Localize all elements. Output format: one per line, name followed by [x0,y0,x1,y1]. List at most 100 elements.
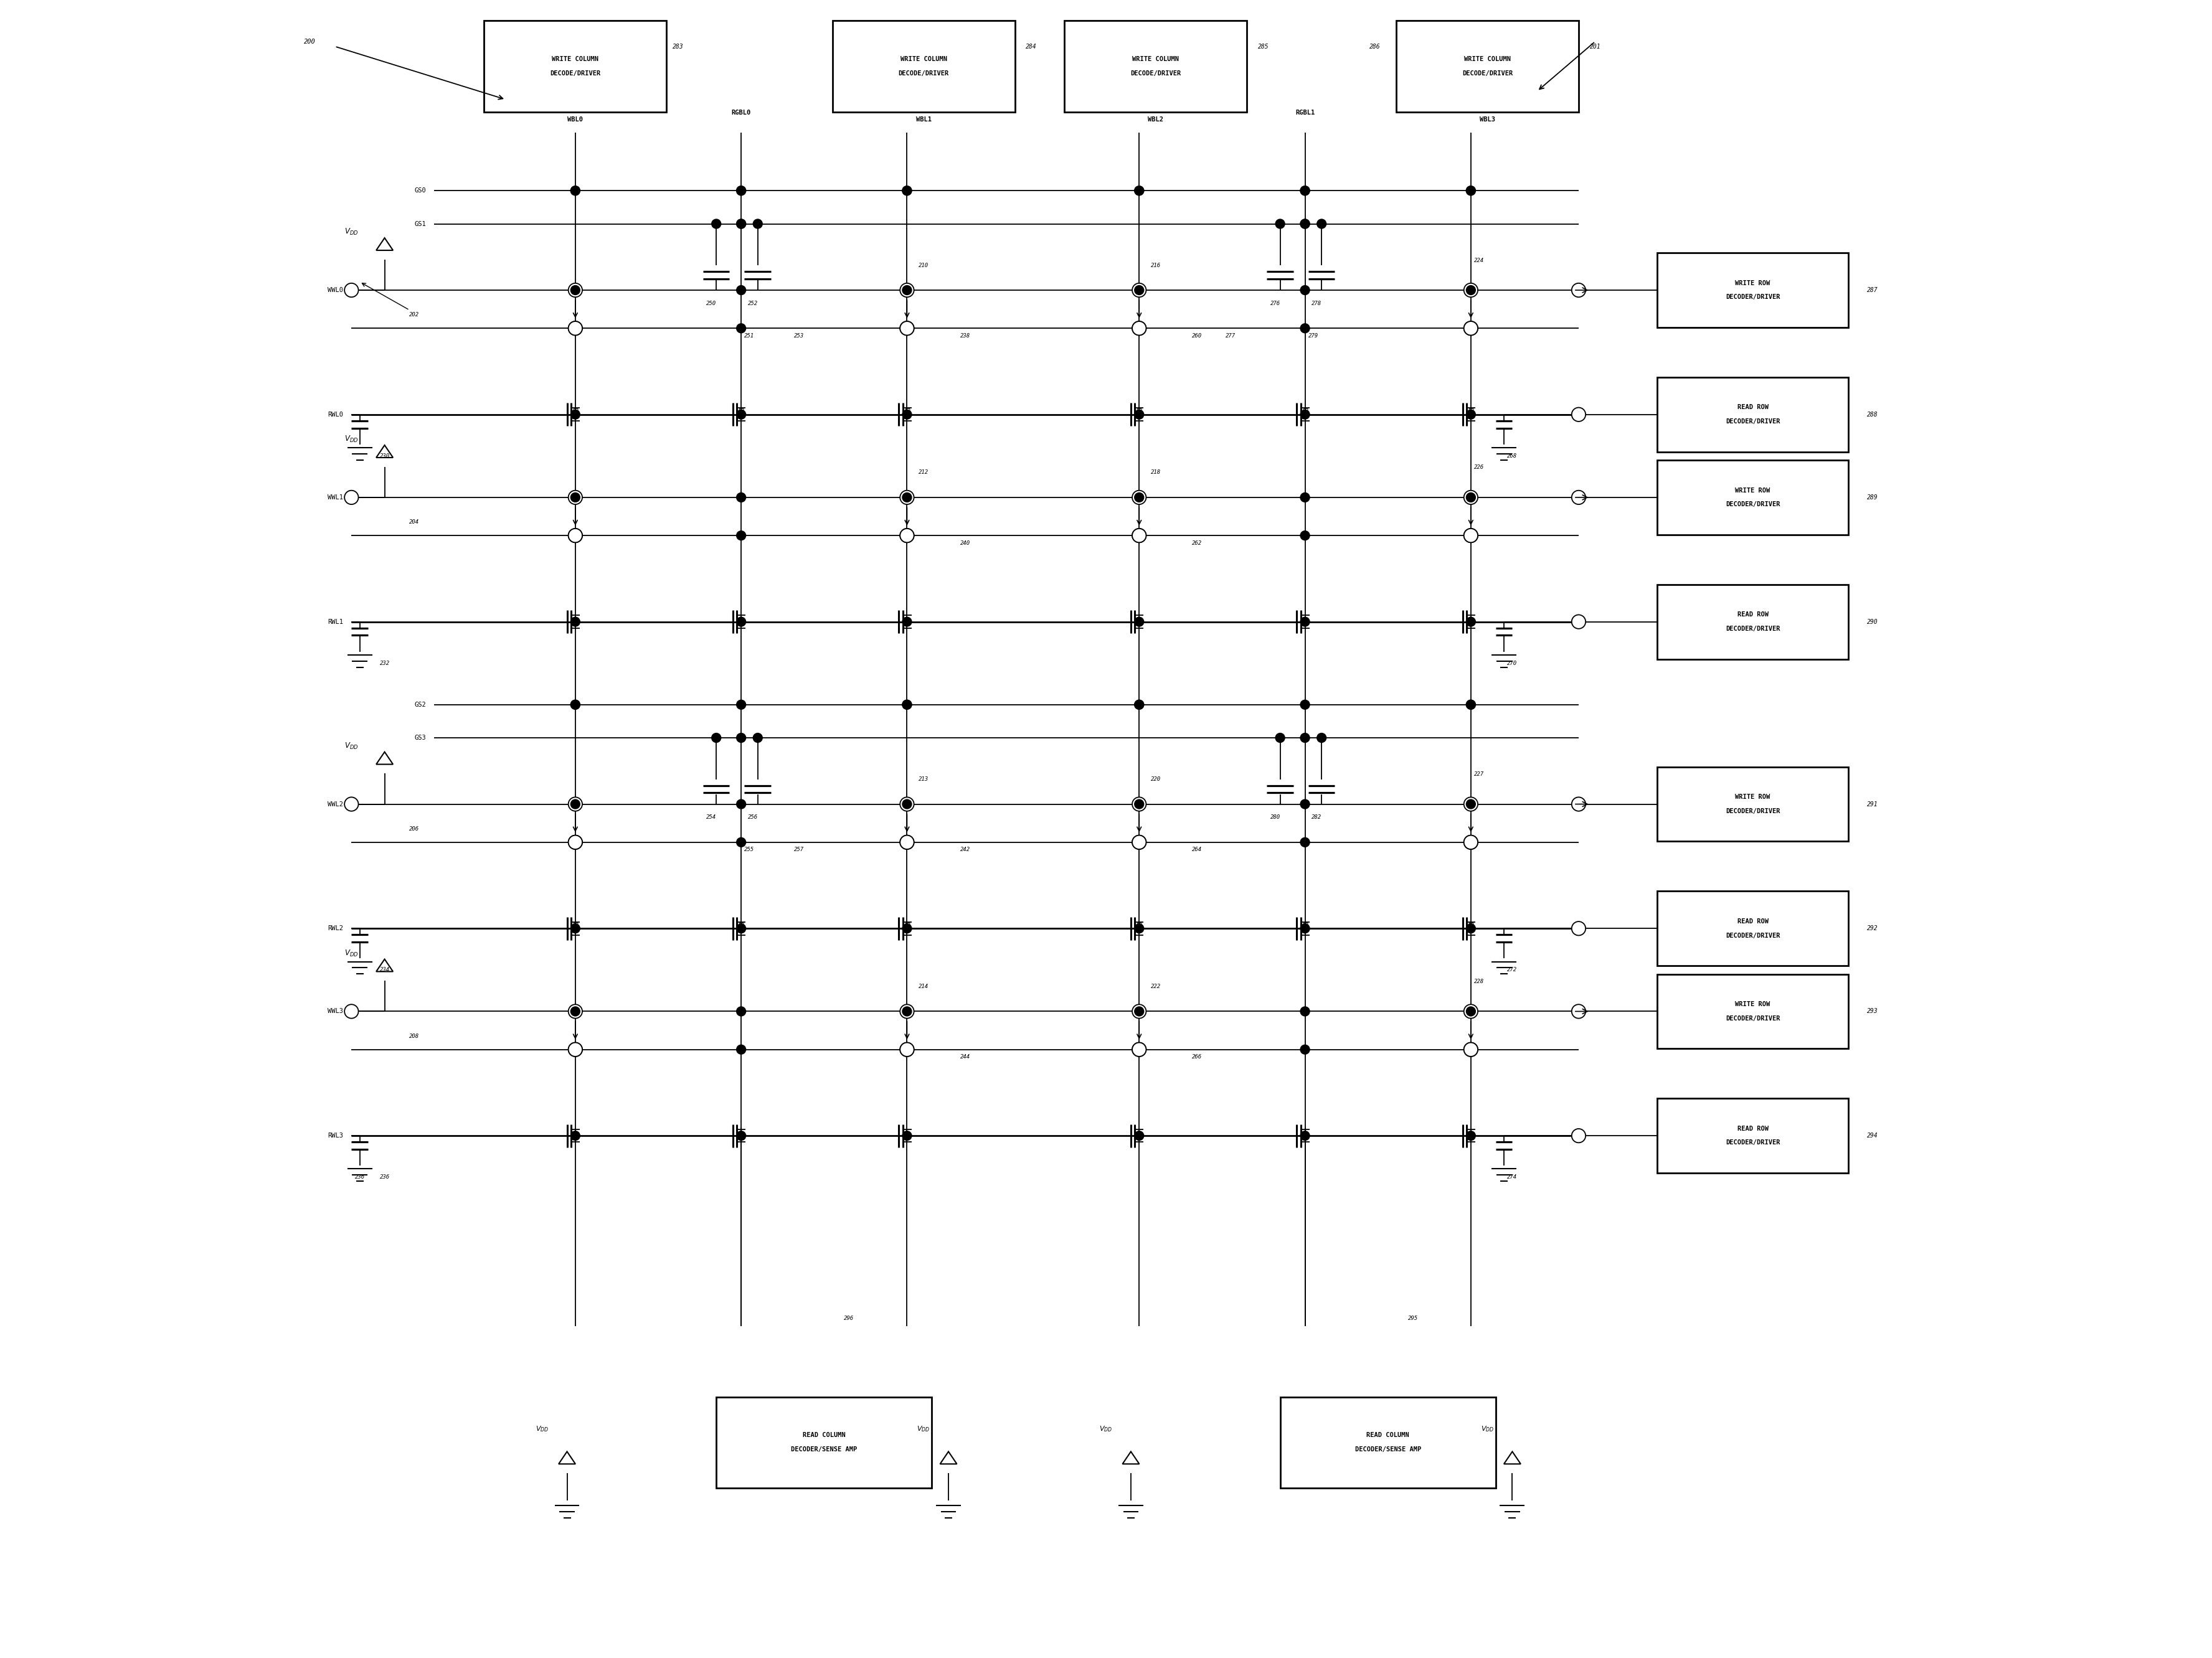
Circle shape [737,219,745,229]
Circle shape [571,186,580,196]
Text: GS2: GS2 [414,701,427,708]
Circle shape [568,797,582,811]
Text: $V_{DD}$: $V_{DD}$ [345,227,358,237]
Text: ⋮: ⋮ [905,408,909,418]
Circle shape [1573,922,1586,935]
Text: 201: 201 [1590,43,1601,50]
Text: DECODE/DRIVER: DECODE/DRIVER [898,70,949,76]
Circle shape [737,1006,745,1016]
Circle shape [900,1043,914,1056]
Circle shape [571,799,580,809]
Text: 242: 242 [960,847,971,852]
Bar [717,1396,931,1489]
Circle shape [1316,219,1327,229]
Text: 276: 276 [1270,300,1281,307]
Circle shape [1276,219,1285,229]
Circle shape [1467,924,1475,933]
Circle shape [568,836,582,849]
Text: 244: 244 [960,1054,971,1059]
Text: WRITE ROW: WRITE ROW [1734,1001,1770,1008]
Circle shape [737,837,745,847]
Circle shape [737,1045,745,1054]
Text: 285: 285 [1259,43,1270,50]
Circle shape [1133,284,1146,297]
Text: WRITE ROW: WRITE ROW [1734,794,1770,801]
Text: ⋮: ⋮ [1303,408,1307,418]
Text: $V_{DD}$: $V_{DD}$ [345,948,358,958]
Circle shape [712,219,721,229]
Circle shape [737,323,745,333]
Text: READ COLUMN: READ COLUMN [1367,1433,1409,1439]
Text: 240: 240 [960,541,971,545]
Circle shape [1301,837,1310,847]
Circle shape [571,700,580,710]
Text: 256: 256 [748,814,759,821]
Text: 268: 268 [1506,453,1517,459]
Circle shape [1135,799,1144,809]
Text: $V_{DD}$: $V_{DD}$ [918,1424,931,1434]
Circle shape [1467,1006,1475,1016]
Bar [1657,378,1847,451]
Text: DECODER/SENSE AMP: DECODER/SENSE AMP [1354,1446,1420,1452]
Text: 234: 234 [380,967,389,973]
Circle shape [1573,284,1586,297]
Circle shape [345,491,358,504]
Circle shape [1464,529,1478,542]
Text: 288: 288 [1867,411,1878,418]
Circle shape [571,617,580,627]
Text: WBL3: WBL3 [1480,116,1495,123]
Circle shape [1464,491,1478,504]
Circle shape [1301,186,1310,196]
Circle shape [737,410,745,419]
Circle shape [902,186,911,196]
Bar [1657,766,1847,842]
Circle shape [737,531,745,541]
Circle shape [1573,615,1586,628]
Text: 286: 286 [1369,43,1380,50]
Circle shape [1573,1005,1586,1018]
Circle shape [1133,322,1146,335]
Circle shape [900,529,914,542]
Circle shape [902,492,911,502]
Circle shape [345,797,358,811]
Circle shape [1464,1043,1478,1056]
Bar [1657,975,1847,1050]
Circle shape [1316,733,1327,743]
Circle shape [737,700,745,710]
Circle shape [737,219,745,229]
Circle shape [571,492,580,502]
Text: WBL1: WBL1 [916,116,931,123]
Circle shape [1464,529,1478,542]
Text: 283: 283 [672,43,684,50]
Circle shape [900,797,914,811]
Circle shape [1573,797,1586,811]
Circle shape [712,733,721,743]
Text: ⋮: ⋮ [573,922,577,932]
Text: 204: 204 [409,519,420,526]
Circle shape [1464,322,1478,335]
Text: READ ROW: READ ROW [1736,919,1767,925]
Text: 293: 293 [1867,1008,1878,1015]
Circle shape [1133,836,1146,849]
Circle shape [568,836,582,849]
Text: GS3: GS3 [414,734,427,741]
Text: 206: 206 [409,826,420,832]
Text: 270: 270 [1506,660,1517,667]
Circle shape [1135,285,1144,295]
Text: WWL2: WWL2 [327,801,343,807]
Circle shape [1135,924,1144,933]
Circle shape [900,836,914,849]
Text: 290: 290 [1867,618,1878,625]
Circle shape [1301,617,1310,627]
Text: RGBL0: RGBL0 [732,109,750,116]
Circle shape [900,284,914,297]
Circle shape [571,1006,580,1016]
Circle shape [900,1005,914,1018]
Text: 218: 218 [1150,469,1161,476]
Bar [832,20,1015,113]
Circle shape [1467,186,1475,196]
Circle shape [1573,491,1586,504]
Text: WRITE ROW: WRITE ROW [1734,487,1770,494]
Bar [1657,461,1847,534]
Text: 257: 257 [794,847,805,852]
